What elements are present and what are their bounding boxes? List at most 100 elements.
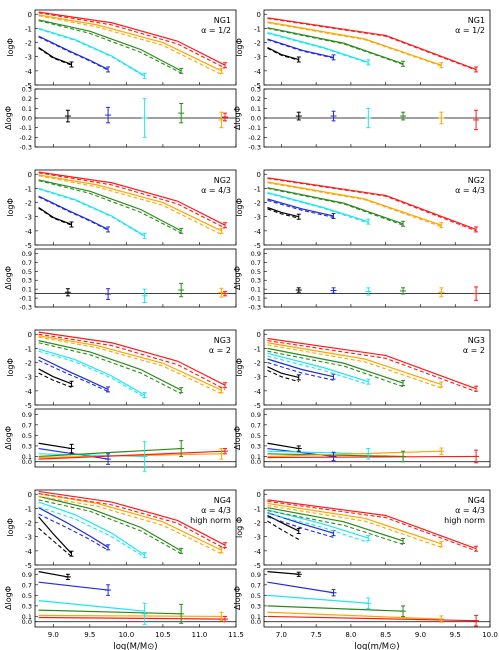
series-red-dashed — [267, 500, 477, 552]
series-black-dashed — [38, 527, 72, 557]
series-black-dashed — [267, 369, 299, 383]
delta-y-tick-label: 0.7 — [22, 421, 32, 429]
delta-line-green — [38, 447, 182, 458]
delta-y-axis-label: ΔlogΦ — [4, 266, 13, 290]
y-tick-label: -3 — [25, 54, 32, 62]
y-tick-label: 0 — [28, 11, 32, 19]
delta-line-black — [38, 442, 72, 450]
series-blue-solid — [267, 358, 334, 378]
delta-y-axis-label: ΔlogΦ — [233, 106, 242, 130]
x-tick-label: 10.0 — [119, 631, 135, 639]
main-y-axis-label: logΦ — [6, 38, 15, 57]
y-tick-label: -2 — [25, 40, 32, 48]
series-cyan-solid — [38, 187, 145, 237]
panel-name-label: NG3 — [468, 336, 485, 345]
y-tick-label: -2 — [254, 360, 261, 368]
main-y-axis-label: logΦ — [235, 198, 244, 217]
series-red-solid — [38, 331, 226, 386]
series-cyan-dashed — [38, 350, 145, 398]
y-tick-label: -3 — [254, 374, 261, 382]
panel-alpha-label: α = 4/3 — [455, 506, 485, 515]
delta-y-tick-label: 0.5 — [22, 268, 32, 276]
delta-line-cyan — [38, 600, 145, 612]
delta-line-black — [38, 571, 68, 578]
y-tick-label: -3 — [25, 534, 32, 542]
panel-alpha-label: α = 1/2 — [455, 26, 485, 35]
main-y-axis-label: log Φ — [235, 517, 244, 538]
panel-alpha-label: α = 4/3 — [201, 506, 231, 515]
delta-y-tick-label: 0.7 — [22, 581, 32, 589]
series-black-solid — [38, 368, 72, 385]
y-tick-label: 0 — [257, 331, 261, 339]
series-cyan-dashed — [38, 506, 145, 558]
y-tick-label: 0 — [257, 171, 261, 179]
series-red-dashed — [38, 12, 226, 69]
series-black-solid — [267, 206, 299, 218]
delta-axes-frame — [34, 408, 237, 468]
delta-y-tick-label: 0.9 — [251, 411, 261, 419]
x-tick-label: 10.0 — [482, 631, 498, 639]
x-axis-label: log(m/M⊙) — [354, 642, 399, 650]
y-tick-label: -3 — [254, 54, 261, 62]
delta-y-tick-label: 0.1 — [22, 105, 32, 113]
delta-y-tick-label: 0.3 — [251, 277, 261, 285]
x-tick-label: 9.5 — [450, 631, 461, 639]
delta-y-tick-label: 0.3 — [251, 86, 261, 94]
delta-y-tick-label: 0.5 — [251, 592, 261, 600]
series-black-solid — [267, 366, 299, 378]
series-green-solid — [38, 179, 182, 232]
delta-line-green — [267, 453, 404, 458]
delta-y-tick-label: 0.3 — [22, 602, 32, 610]
y-tick-label: -4 — [254, 68, 262, 76]
series-green-solid — [267, 27, 404, 65]
series-red-dashed — [267, 177, 477, 232]
y-tick-label: 0 — [28, 331, 32, 339]
delta-axes-frame — [263, 248, 491, 308]
y-tick-label: -1 — [25, 185, 32, 193]
series-green-solid — [267, 187, 404, 225]
delta-line-blue — [38, 447, 109, 460]
series-blue-dashed — [267, 362, 334, 381]
y-tick-label: 0 — [28, 171, 32, 179]
delta-line-orange — [38, 614, 222, 618]
delta-y-tick-label: 0.3 — [22, 277, 32, 285]
series-red-dashed — [267, 17, 477, 71]
series-black-dashed — [267, 47, 299, 61]
series-green-solid — [38, 19, 182, 72]
series-black-dashed — [267, 520, 300, 541]
series-orange-solid — [267, 181, 442, 226]
delta-y-tick-label: 0.5 — [22, 432, 32, 440]
series-orange-solid — [267, 21, 442, 66]
series-red-solid — [267, 337, 477, 390]
series-blue-dashed — [267, 516, 334, 538]
delta-y-tick-label: 0.2 — [22, 95, 32, 103]
y-tick-label: -5 — [25, 562, 32, 570]
main-y-axis-label: logΦ — [235, 358, 244, 377]
series-orange-solid — [267, 502, 442, 545]
delta-y-tick-label: 0.1 — [251, 286, 261, 294]
y-tick-label: -4 — [25, 548, 33, 556]
series-green-dashed — [267, 187, 404, 226]
panel-name-label: NG4 — [214, 496, 231, 505]
y-tick-label: -2 — [25, 200, 32, 208]
x-tick-label: 9.0 — [415, 631, 426, 639]
delta-line-red — [38, 450, 226, 460]
delta-y-tick-label: 0.5 — [251, 268, 261, 276]
delta-axes-frame — [34, 568, 237, 628]
series-red-solid — [38, 171, 226, 226]
series-red-solid — [267, 17, 477, 70]
y-tick-label: -2 — [254, 200, 261, 208]
delta-y-tick-label: 0.0 — [22, 618, 32, 626]
series-green-dashed — [38, 20, 182, 74]
y-tick-label: -1 — [254, 345, 261, 353]
series-blue-solid — [38, 507, 109, 548]
series-orange-dashed — [267, 182, 442, 228]
delta-y-tick-label: 0.3 — [251, 442, 261, 450]
y-tick-label: -4 — [25, 68, 33, 76]
series-black-solid — [38, 207, 72, 226]
x-tick-label: 7.0 — [276, 631, 287, 639]
